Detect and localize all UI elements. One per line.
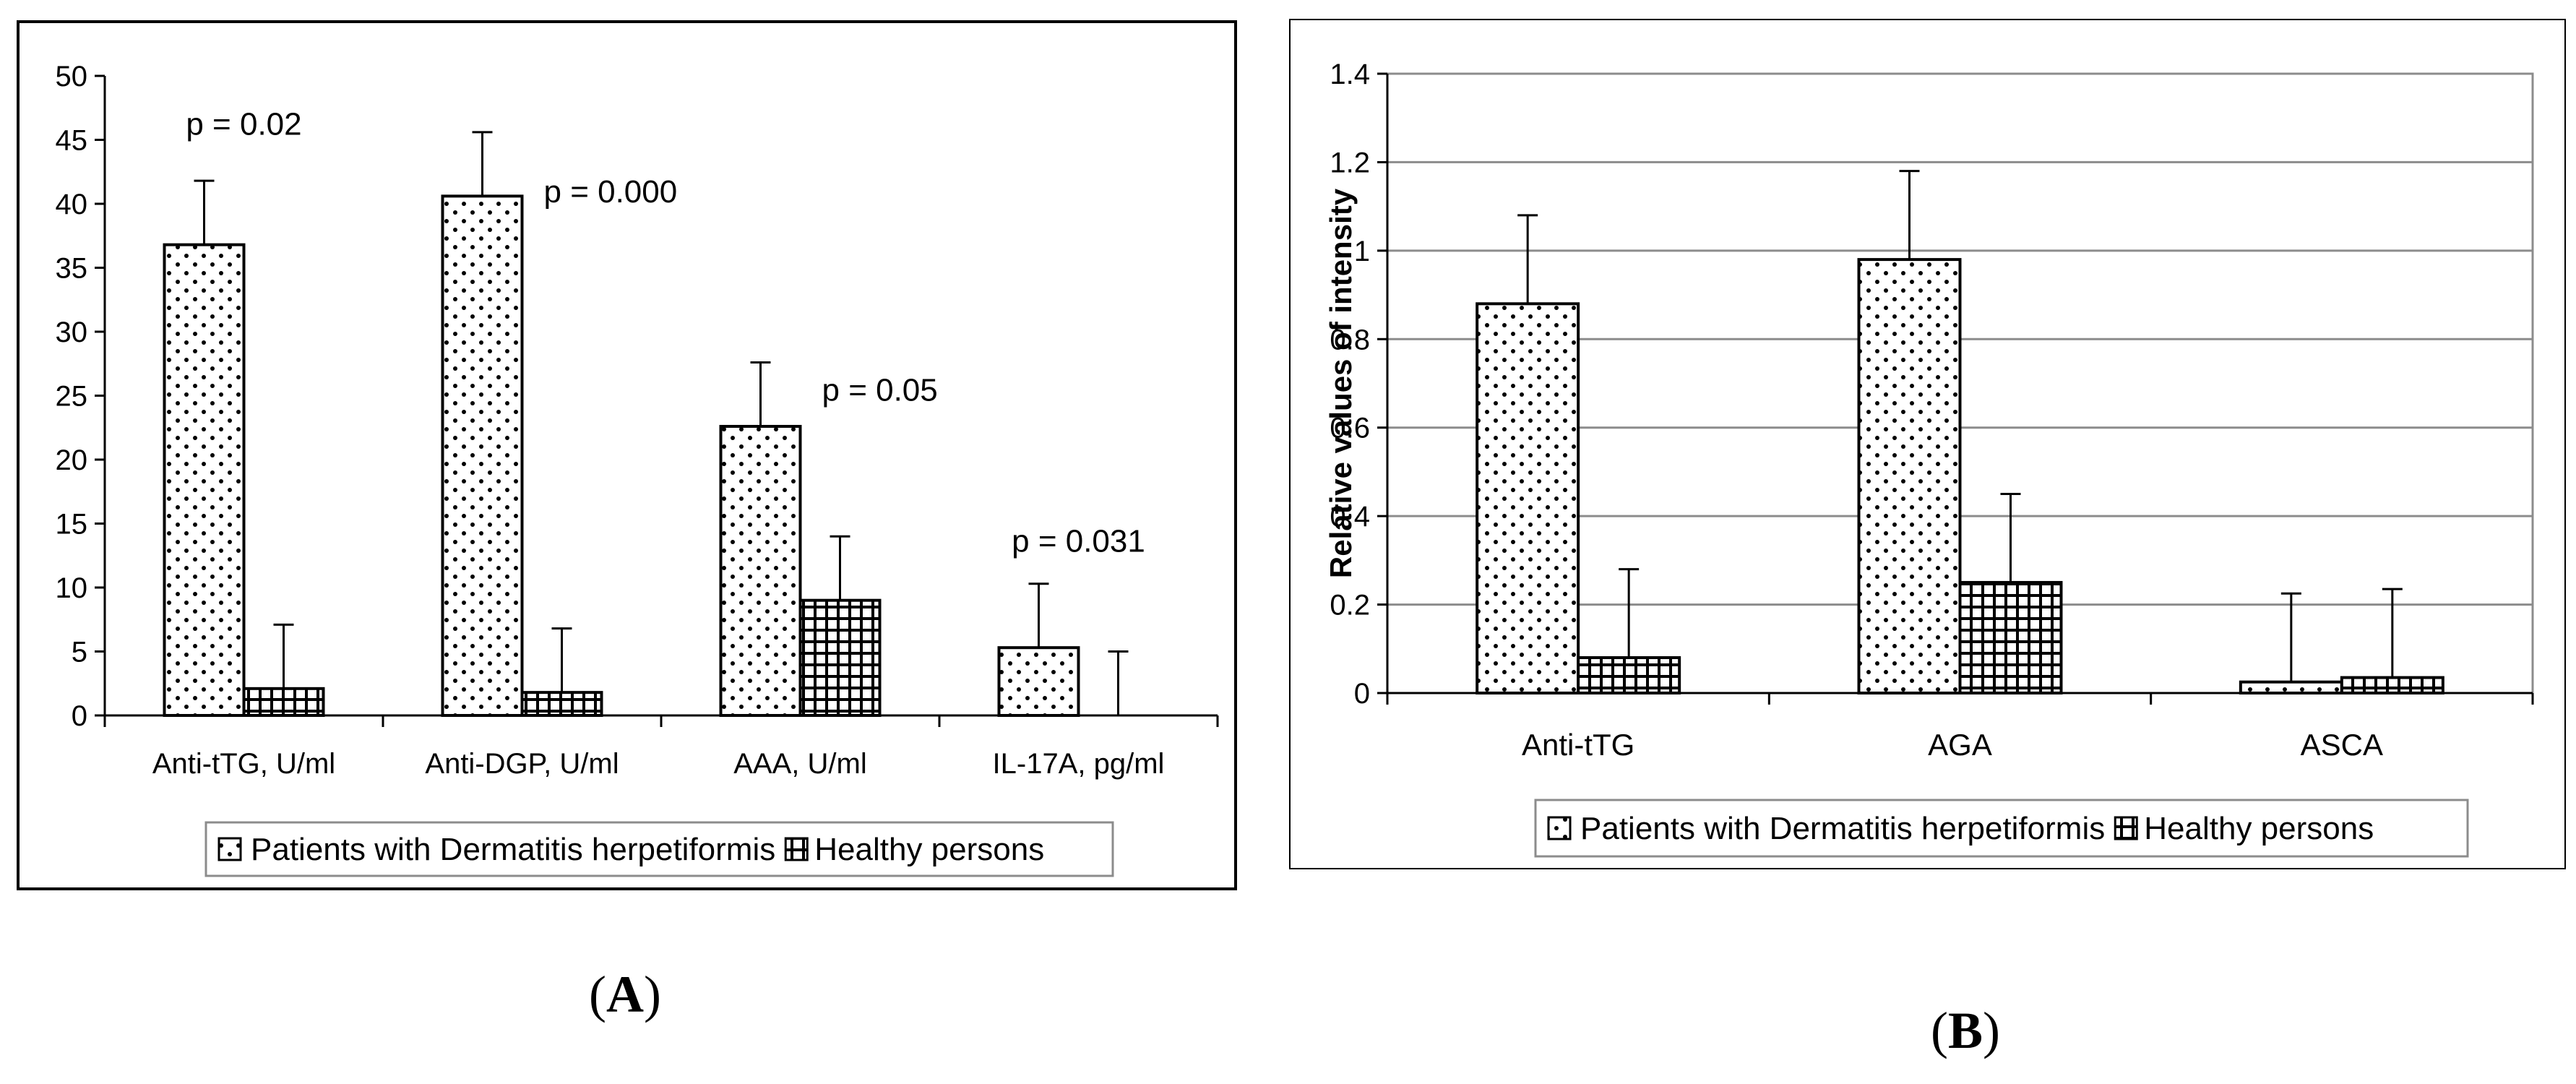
chart-a: 0 5 10 15 20 25 30 35 40 45 50 Anti-tTG, U/ml Anti-D…	[56, 61, 1219, 877]
y-tick-label: 45	[56, 125, 88, 157]
y-tick-label: 10	[56, 572, 88, 604]
y-tick-label: 40	[56, 189, 88, 220]
chart-b: 0 0.2 0.4 0.6 0.8 1 1.2 1.4 Anti-tTG AGA ASCA Relat…	[1324, 59, 2534, 858]
x-tick-label: AAA, U/ml	[733, 748, 866, 780]
y-tick-label: 20	[56, 444, 88, 476]
bar-patients	[719, 424, 802, 717]
bar-healthy	[798, 598, 882, 718]
p-value-annotation: p = 0.000	[544, 174, 678, 210]
panel-label-a: (A)	[589, 965, 661, 1023]
panel-a-frame	[17, 20, 1237, 890]
y-tick-label: 0.8	[1330, 324, 1370, 356]
bar-patients	[441, 194, 524, 717]
y-tick-label: 30	[56, 317, 88, 348]
x-tick-label: IL-17A, pg/ml	[993, 748, 1165, 780]
x-tick-label: Anti-DGP, U/ml	[425, 748, 619, 780]
legend-box	[1534, 799, 2469, 858]
y-tick-label: 0.6	[1330, 413, 1370, 444]
y-tick-label: 5	[72, 637, 87, 668]
bar-healthy	[242, 687, 325, 718]
legend-swatch-patients	[1547, 816, 1572, 840]
legend-label-patients: Patients with Dermatitis herpetiformis	[251, 832, 775, 867]
bar-healthy	[2340, 676, 2444, 695]
x-tick-label: Anti-tTG, U/ml	[152, 748, 335, 780]
y-axis-title: Relative values of intensity	[1324, 188, 1358, 578]
panel-label-b: (B)	[1931, 1002, 2000, 1059]
bar-healthy	[1577, 656, 1681, 694]
p-value-annotation: p = 0.05	[822, 372, 938, 408]
bar-healthy	[1958, 580, 2063, 695]
y-tick-label: 0	[72, 700, 87, 732]
y-tick-label: 25	[56, 381, 88, 413]
y-tick-label: 0	[1354, 678, 1370, 710]
x-tick-label: Anti-tTG	[1522, 728, 1634, 762]
p-value-annotation: p = 0.02	[186, 106, 301, 142]
y-tick-label: 1.2	[1330, 147, 1370, 178]
bar-patients	[997, 646, 1080, 717]
y-tick-label: 15	[56, 509, 88, 541]
y-tick-label: 1.4	[1330, 59, 1370, 90]
y-tick-label: 50	[56, 61, 88, 93]
legend-swatch-patients	[217, 837, 242, 861]
bar-patients	[2239, 680, 2343, 694]
legend-swatch-healthy	[784, 837, 809, 861]
p-value-annotation: p = 0.031	[1012, 523, 1145, 559]
y-tick-label: 0.2	[1330, 590, 1370, 621]
legend-swatch-healthy	[2114, 816, 2138, 840]
bar-patients	[163, 243, 246, 717]
y-tick-label: 0.4	[1330, 501, 1370, 533]
legend-label-healthy: Healthy persons	[814, 832, 1044, 867]
bar-healthy	[520, 691, 603, 718]
panel-b-frame	[1289, 19, 2566, 869]
x-tick-label: AGA	[1928, 728, 1992, 762]
y-tick-label: 1	[1354, 236, 1370, 267]
y-tick-label: 35	[56, 253, 88, 285]
legend-label-patients: Patients with Dermatitis herpetiformis	[1580, 811, 2105, 846]
legend-box	[204, 821, 1114, 877]
bar-patients	[1476, 302, 1580, 695]
bar-patients	[1857, 258, 1962, 695]
x-tick-label: ASCA	[2301, 728, 2383, 762]
legend-label-healthy: Healthy persons	[2144, 811, 2374, 846]
